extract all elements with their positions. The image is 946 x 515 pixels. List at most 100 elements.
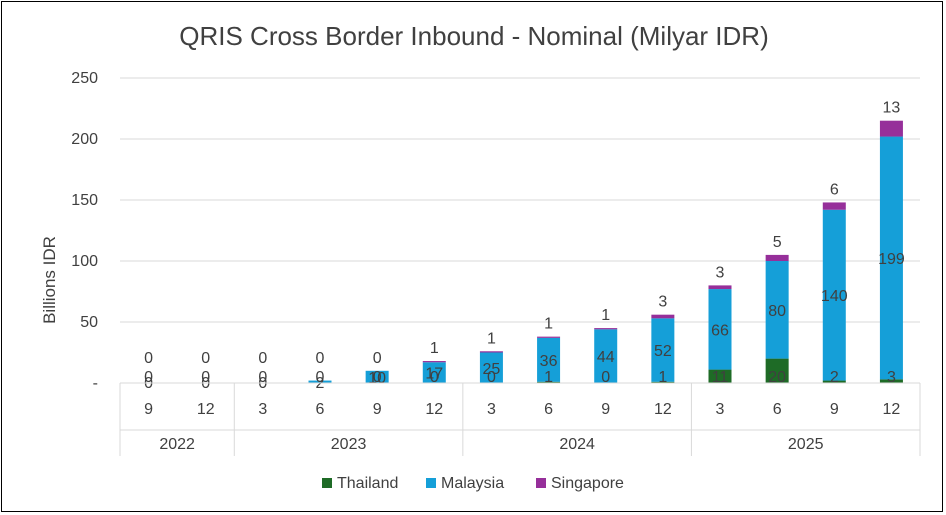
bar-malaysia [479,352,503,383]
legend-item-thailand: Thailand [322,475,398,492]
legend-label-malaysia: Malaysia [441,475,504,492]
bar-thailand [822,380,846,383]
data-label-singapore: 13 [883,100,901,117]
x-tick-label: 12 [883,401,901,418]
data-label-singapore: 0 [201,350,210,367]
bar-singapore [879,120,903,137]
bar-malaysia [365,370,389,383]
data-label-singapore: 3 [658,294,667,311]
data-label-thailand: 0 [201,369,210,386]
y-tick-label: - [93,375,98,392]
data-label-malaysia: 10 [368,370,386,387]
bar-thailand [879,379,903,383]
x-tick-label: 3 [716,401,725,418]
x-tick-label: 9 [601,401,610,418]
data-label-thailand: 0 [430,369,439,386]
year-label: 2023 [331,436,367,453]
gridlines [120,77,920,323]
data-label-thailand: 0 [144,369,153,386]
data-label-thailand: 0 [487,369,496,386]
bar-singapore [537,336,561,338]
data-labels: 0 0 0 0 0 0 0 1 0 1 11 20 2 30 0 0 2 10 17 25 36 44 5266801401… [144,100,905,392]
bar-malaysia [308,380,332,383]
bar-singapore [765,254,789,261]
y-tick-label: 50 [80,314,98,331]
data-label-malaysia: 52 [654,343,672,360]
bar-singapore [708,285,732,290]
year-label: 2025 [788,436,824,453]
bars [308,120,903,383]
bar-malaysia [422,362,446,383]
data-label-malaysia: 199 [878,251,905,268]
data-label-thailand: 2 [830,369,839,386]
data-label-thailand: 20 [768,369,786,386]
x-tick-label: 12 [654,401,672,418]
data-label-thailand: 3 [887,369,896,386]
data-label-thailand: 0 [601,369,610,386]
data-label-singapore: 6 [830,181,839,198]
legend-swatch-thailand [322,478,332,488]
data-label-thailand: 0 [316,369,325,386]
x-axis: 9 12 3 6 9 12 3 6 9 12 3 6 9 12 2022 2023 2024 2025 [119,382,921,456]
data-label-malaysia: 25 [483,361,501,378]
data-label-singapore: 1 [430,340,439,357]
x-tick-label: 9 [144,401,153,418]
bar-malaysia [708,289,732,370]
bar-singapore [822,202,846,210]
data-label-singapore: 0 [144,350,153,367]
y-axis-label: Billions IDR [40,236,59,324]
y-tick-label: 150 [71,192,98,209]
data-label-malaysia: 140 [821,288,848,305]
legend-swatch-singapore [536,478,546,488]
y-tick-label: 200 [71,131,98,148]
x-tick-label: 12 [197,401,215,418]
bar-thailand [765,358,789,383]
data-label-malaysia: 80 [768,303,786,320]
y-tick-label: 250 [71,70,98,87]
bar-thailand [708,369,732,383]
x-tick-label: 6 [773,401,782,418]
data-label-thailand: 11 [712,369,729,386]
data-label-singapore: 0 [373,350,382,367]
data-label-singapore: 0 [258,350,267,367]
legend-label-thailand: Thailand [337,475,398,492]
data-label-thailand: 0 [373,369,382,386]
chart-title: QRIS Cross Border Inbound - Nominal (Mil… [179,21,769,51]
bar-malaysia [537,337,561,382]
legend-label-singapore: Singapore [551,475,624,492]
bar-thailand [651,381,675,383]
bar-thailand [537,381,561,383]
x-tick-label: 3 [487,401,496,418]
data-label-malaysia: 17 [425,366,443,383]
x-tick-label: 12 [425,401,443,418]
data-label-singapore: 1 [601,307,610,324]
legend-item-malaysia: Malaysia [426,475,504,492]
data-label-singapore: 0 [316,350,325,367]
y-axis-ticks: - 50 100 150 200 250 [71,70,98,392]
data-label-thailand: 0 [258,369,267,386]
legend-swatch-malaysia [426,478,436,488]
year-label: 2022 [159,436,195,453]
data-label-thailand: 1 [544,369,553,386]
data-label-malaysia: 44 [597,349,615,366]
x-tick-label: 6 [316,401,325,418]
legend-item-singapore: Singapore [536,475,624,492]
bar-malaysia [765,261,789,359]
data-label-thailand: 1 [658,369,667,386]
bar-singapore [479,351,503,353]
year-label: 2024 [559,436,595,453]
data-label-singapore: 3 [716,264,725,281]
x-tick-label: 9 [373,401,382,418]
data-label-singapore: 5 [773,234,782,251]
data-label-malaysia: 66 [711,322,729,339]
x-tick-label: 3 [258,401,267,418]
data-label-singapore: 1 [487,330,496,347]
bar-singapore [422,361,446,363]
data-label-singapore: 1 [544,316,553,333]
data-label-malaysia: 36 [540,353,558,370]
bar-malaysia [651,318,675,382]
y-tick-label: 100 [71,253,98,270]
bar-malaysia [594,329,618,383]
bar-singapore [651,314,675,319]
